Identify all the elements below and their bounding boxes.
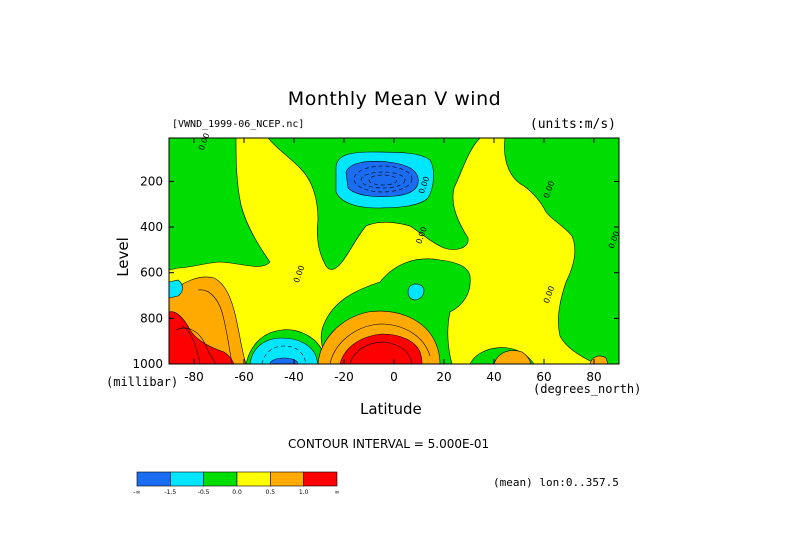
fill-cyan-bottom-left bbox=[249, 337, 319, 364]
fill-cyan-small-mid bbox=[407, 283, 425, 301]
dataset-label: [VWND_1999-06_NCEP.nc] bbox=[172, 119, 305, 130]
x-tick-label: -80 bbox=[184, 370, 204, 384]
y-axis-unit: (millibar) bbox=[106, 375, 179, 389]
fill-cyan-left-edge bbox=[169, 279, 183, 299]
y-tick-label: 400 bbox=[140, 220, 163, 234]
colorbar-label: ∞ bbox=[335, 489, 340, 496]
fill-green-right bbox=[504, 138, 619, 364]
y-tick-label: 200 bbox=[140, 174, 163, 188]
chart-title: Monthly Mean V wind bbox=[287, 88, 502, 110]
contour-fill bbox=[169, 138, 619, 364]
colorbar-swatch bbox=[203, 471, 238, 487]
colorbar-label: -1.5 bbox=[164, 489, 176, 496]
contour-interval-label: CONTOUR INTERVAL = 5.000E-01 bbox=[288, 437, 490, 451]
mean-info-label: (mean) lon:0..357.5 bbox=[493, 476, 619, 489]
fill-blue-bottom bbox=[269, 357, 299, 364]
colorbar: -∞ -1.5 -0.5 0.0 0.5 1.0 ∞ bbox=[133, 471, 340, 496]
colorbar-label: 0.0 bbox=[232, 489, 242, 496]
colorbar-swatch bbox=[136, 471, 171, 487]
fill-green-left bbox=[169, 138, 271, 271]
colorbar-swatch bbox=[236, 471, 271, 487]
x-tick-label: 0 bbox=[390, 370, 398, 384]
colorbar-swatch bbox=[170, 471, 204, 487]
colorbar-label: -0.5 bbox=[198, 489, 210, 496]
colorbar-swatch bbox=[303, 471, 338, 487]
x-tick-label: -20 bbox=[334, 370, 354, 384]
x-tick-label: 40 bbox=[486, 370, 501, 384]
y-tick-label: 1000 bbox=[132, 357, 163, 371]
fill-orange-right bbox=[493, 350, 532, 364]
negative-contours bbox=[261, 165, 413, 364]
colorbar-label: 0.5 bbox=[266, 489, 276, 496]
x-tick-label: 80 bbox=[586, 370, 601, 384]
colorbar-label: 1.0 bbox=[299, 489, 309, 496]
x-tick-label: -40 bbox=[284, 370, 304, 384]
axis-ticks: -80 -60 -40 -20 0 20 40 60 80 200 400 600 800 1000 bbox=[132, 138, 619, 384]
y-tick-label: 800 bbox=[140, 311, 163, 325]
x-tick-label: -60 bbox=[234, 370, 254, 384]
positive-contours bbox=[175, 289, 431, 364]
fill-blue-core bbox=[345, 161, 419, 198]
x-tick-label: 20 bbox=[436, 370, 451, 384]
y-tick-label: 600 bbox=[140, 266, 163, 280]
fill-red-center bbox=[339, 333, 423, 364]
colorbar-swatch bbox=[270, 471, 304, 487]
colorbar-label: -∞ bbox=[133, 489, 140, 496]
x-tick-label: 60 bbox=[536, 370, 551, 384]
x-axis-label: Latitude bbox=[360, 400, 422, 418]
units-label: (units:m/s) bbox=[529, 117, 616, 132]
x-axis-unit: (degrees_north) bbox=[533, 382, 642, 396]
fill-red-bl bbox=[169, 311, 235, 364]
